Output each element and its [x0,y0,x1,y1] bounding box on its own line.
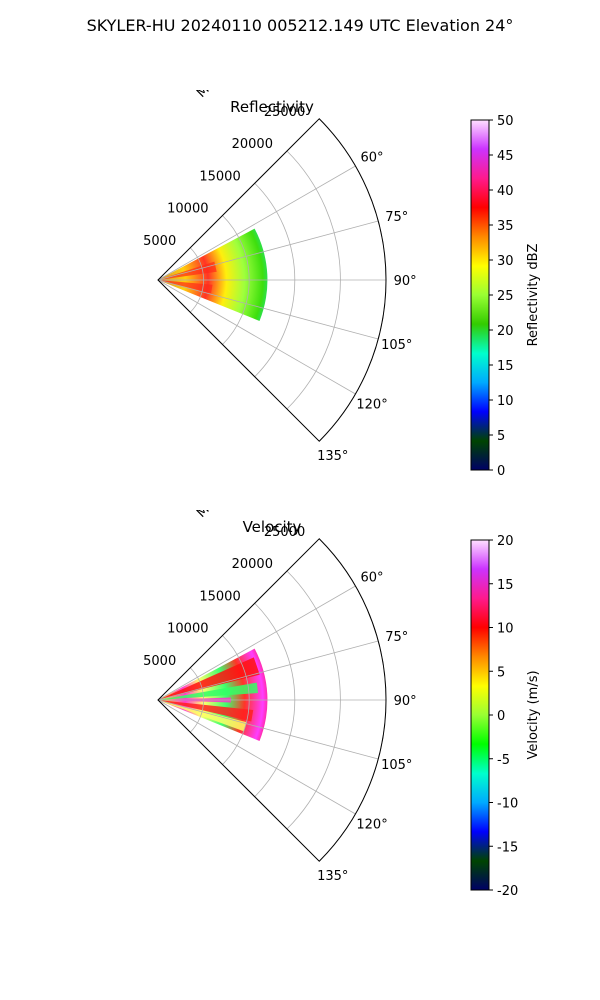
radial-axis-label: Meters [194,510,236,521]
radial-tick-label: 5000 [143,234,176,249]
colorbar-tick-label: 50 [497,114,514,129]
colorbar-tick-label: 5 [497,429,505,444]
colorbar-tick-label: 30 [497,254,514,269]
velocity-streak [158,682,259,700]
angle-tick-label: 105° [381,758,412,773]
angle-tick-label: 120° [356,818,387,833]
grid-spoke [157,699,379,760]
colorbar-label: Velocity (m/s) [526,670,541,759]
colorbar-tick-label: 20 [497,534,514,549]
velocity-streak [158,700,254,722]
colorbar-tick-label: 0 [497,464,505,479]
angle-tick-label: 135° [317,449,348,464]
angle-tick-label: 60° [361,570,384,585]
colorbar-tick-label: 25 [497,289,514,304]
radial-tick-label: 5000 [143,654,176,669]
panel-title: Reflectivity [230,98,314,116]
angle-tick-label: 90° [394,274,417,289]
velocity-streak [158,700,247,732]
colorbar-tick-label: 45 [497,149,514,164]
data-wedge [158,228,268,321]
velocity-panel: Velocity 60° 75° 90° 105° 120° 135° 5000 10000 15… [143,510,541,899]
angle-tick-label: 135° [317,869,348,884]
angle-tick-label: 75° [385,210,408,225]
colorbar-tick-label: 10 [497,394,514,409]
colorbar-tick-label: 40 [497,184,514,199]
radial-tick-label: 15000 [199,169,240,184]
radial-tick-label: 10000 [167,622,208,637]
polar-frame [157,118,387,442]
colorbar-tick-label: 20 [497,324,514,339]
velocity-streak [158,657,260,700]
panel-title: Velocity [243,518,302,536]
grid-spoke [157,699,356,815]
colorbar-tick-label: -5 [497,753,510,768]
colorbar-tick-label: -10 [497,797,518,812]
angle-tick-label: 120° [356,398,387,413]
colorbar-tick-label: 15 [497,578,514,593]
polar-frame [157,538,387,862]
colorbar [470,539,490,891]
radial-tick-label: 15000 [199,589,240,604]
figure-suptitle: SKYLER-HU 20240110 005212.149 UTC Elevat… [86,16,514,35]
radial-tick-label: 10000 [167,202,208,217]
colorbar-tick-label: 15 [497,359,514,374]
colorbar-tick-label: -15 [497,840,518,855]
colorbar-tick-label: 0 [497,709,505,724]
colorbar [470,119,490,471]
colorbar-tick-label: -20 [497,884,518,899]
angle-tick-label: 75° [385,630,408,645]
reflectivity-panel: Reflectivity60°75°90°105°120°135°5000100… [143,90,541,479]
angle-tick-label: 60° [361,150,384,165]
grid-spoke [157,585,356,701]
grid-spoke [157,165,356,281]
colorbar-tick-label: 35 [497,219,514,234]
grid-spoke [157,279,379,340]
radial-tick-label: 25000 [264,105,305,120]
radial-tick-label: 20000 [232,557,273,572]
radial-tick-label: 20000 [232,137,273,152]
angle-tick-label: 90° [394,694,417,709]
grid-spoke [157,220,379,281]
radial-tick-label: 25000 [264,525,305,540]
colorbar-tick-label: 5 [497,665,505,680]
angle-tick-label: 105° [381,338,412,353]
grid-spoke [157,640,379,701]
colorbar-tick-label: 10 [497,622,514,637]
grid-spoke [157,279,356,395]
colorbar-label: Reflectivity dBZ [526,244,541,347]
